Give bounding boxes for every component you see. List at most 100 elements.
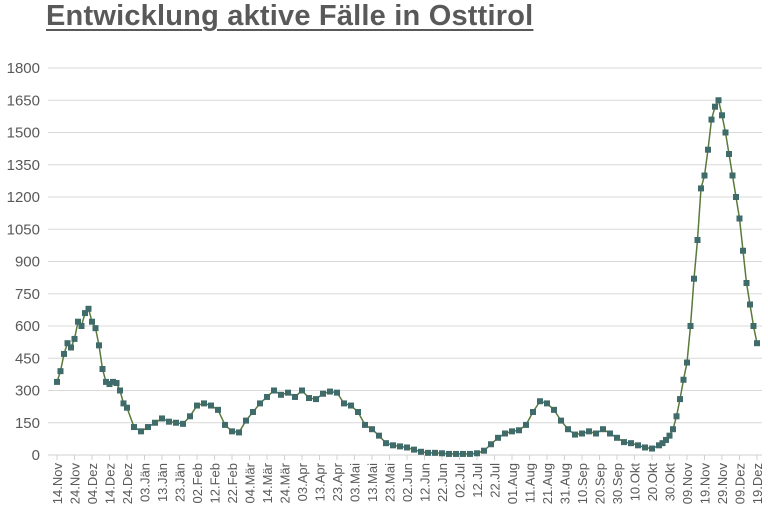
data-point-marker	[715, 97, 722, 104]
data-point-marker	[89, 318, 95, 325]
data-point-marker	[236, 429, 242, 436]
data-point-marker	[579, 430, 585, 437]
x-tick-label: 10.Sep	[575, 463, 590, 504]
data-point-marker	[694, 237, 701, 243]
data-point-marker	[729, 172, 736, 179]
data-point-marker	[474, 450, 480, 457]
data-point-marker	[621, 439, 627, 446]
data-point-marker	[754, 340, 760, 347]
data-point-marker	[670, 426, 676, 433]
x-tick-label: 24.Nov	[68, 463, 83, 505]
x-tick-label: 14.Mär	[260, 462, 275, 503]
y-tick-label: 1500	[7, 125, 40, 142]
data-point-marker	[607, 430, 613, 437]
x-tick-label: 30.Okt	[663, 463, 678, 502]
data-point-marker	[439, 450, 445, 457]
data-point-marker	[719, 112, 725, 119]
data-point-marker	[684, 359, 690, 366]
data-point-marker	[673, 413, 680, 420]
data-point-marker	[229, 428, 235, 435]
y-tick-label: 600	[15, 318, 40, 335]
data-point-marker	[404, 444, 410, 451]
data-point-marker	[180, 420, 186, 427]
x-tick-label: 14.Nov	[50, 463, 65, 505]
data-point-marker	[558, 417, 564, 424]
x-tick-label: 24.Dez	[120, 463, 135, 504]
data-point-marker	[334, 389, 340, 396]
x-tick-label: 10.Okt	[628, 463, 643, 502]
data-point-marker	[173, 419, 179, 426]
x-tick-label: 04.Dez	[85, 463, 100, 504]
data-point-marker	[705, 146, 711, 153]
data-point-marker	[166, 418, 172, 425]
x-tick-label: 02.Feb	[190, 463, 205, 503]
data-point-marker	[656, 442, 662, 449]
x-tick-label: 13.Jän	[155, 463, 170, 502]
y-tick-label: 900	[15, 254, 40, 271]
x-tick-label: 24.Mär	[278, 462, 293, 503]
data-point-marker	[523, 421, 529, 428]
data-point-marker	[264, 393, 270, 400]
data-point-marker	[201, 400, 207, 407]
data-point-marker	[666, 432, 673, 439]
x-tick-label: 22.Jun	[435, 463, 450, 502]
data-point-marker	[159, 415, 165, 422]
data-point-marker	[106, 381, 113, 388]
data-point-marker	[306, 395, 312, 402]
data-point-marker	[208, 402, 214, 409]
data-point-marker	[432, 449, 438, 456]
data-point-marker	[124, 404, 130, 411]
data-point-marker	[593, 430, 599, 437]
x-tick-label: 22.Jul	[488, 463, 503, 498]
data-point-marker	[152, 419, 158, 426]
x-tick-label: 20.Sep	[593, 463, 608, 504]
data-point-marker	[61, 350, 67, 357]
data-point-marker	[138, 428, 144, 435]
data-point-marker	[565, 426, 571, 433]
y-axis: 0 150 300 450 600 750 900 1050 1200 1350 1500 1650 1…	[7, 60, 40, 464]
data-point-marker	[712, 103, 718, 110]
data-point-marker	[698, 185, 704, 192]
x-tick-label: 19.Nov	[698, 463, 713, 505]
data-point-marker	[733, 194, 739, 200]
x-tick-label: 13.Mai	[365, 463, 380, 502]
data-point-marker	[348, 402, 354, 409]
data-point-marker	[117, 387, 123, 394]
data-point-marker	[691, 275, 697, 282]
data-point-marker	[355, 409, 361, 415]
x-tick-label: 12.Jul	[470, 463, 485, 498]
series-line	[56, 98, 758, 455]
data-point-marker	[362, 421, 368, 428]
x-tick-label: 11.Aug	[523, 463, 538, 503]
data-point-marker	[131, 424, 137, 431]
x-tick-label: 29.Nov	[715, 463, 730, 505]
data-point-marker	[726, 151, 732, 157]
data-series	[54, 97, 760, 457]
chart-title: Entwicklung aktive Fälle in Osttirol	[46, 0, 534, 32]
data-point-marker	[285, 389, 291, 396]
y-tick-label: 750	[15, 286, 40, 303]
data-point-marker	[390, 442, 396, 449]
data-point-marker	[708, 116, 715, 123]
data-point-marker	[397, 443, 403, 450]
data-point-marker	[446, 450, 452, 457]
x-tick-label: 03.Mai	[348, 463, 363, 502]
data-point-marker	[418, 448, 424, 455]
data-point-marker	[551, 406, 557, 413]
y-tick-label: 0	[32, 447, 40, 464]
data-point-marker	[187, 413, 193, 420]
y-tick-label: 450	[15, 350, 40, 367]
data-point-marker	[75, 318, 81, 325]
x-tick-label: 22.Feb	[225, 463, 240, 503]
data-point-marker	[586, 428, 592, 435]
x-tick-label: 23.Jän	[173, 463, 188, 502]
data-point-marker	[635, 442, 641, 449]
x-tick-label: 14.Dez	[103, 463, 118, 504]
data-point-marker	[145, 424, 151, 431]
data-point-marker	[320, 390, 326, 397]
x-tick-label: 09.Nov	[680, 463, 695, 505]
data-point-marker	[92, 325, 99, 332]
data-point-marker	[215, 406, 221, 413]
data-point-marker	[495, 434, 501, 441]
data-point-marker	[103, 378, 109, 385]
